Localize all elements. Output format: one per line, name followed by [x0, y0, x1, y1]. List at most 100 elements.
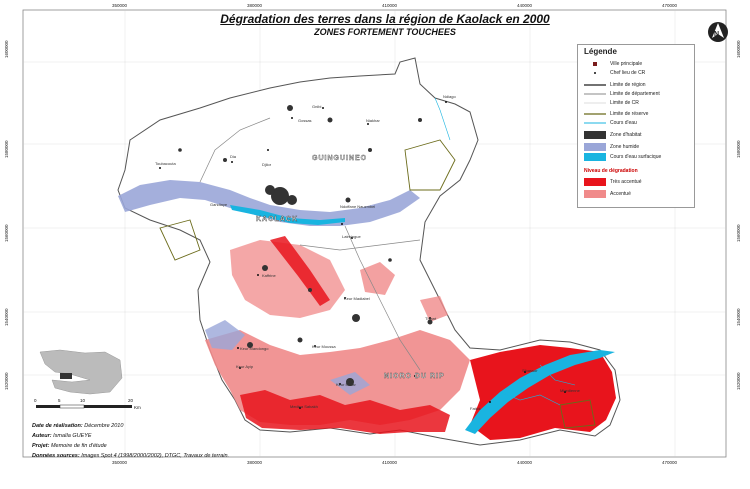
department-label-nioro: NIORO DU RIP — [384, 373, 445, 380]
town-label: Gnibi — [312, 104, 321, 109]
meta-date-value: Décembre 2010 — [84, 423, 124, 429]
legend-item: Zone humide — [610, 144, 640, 150]
x-tick-label: 470000 — [662, 460, 678, 465]
department-label-guinguineo: GUINGUINEO — [312, 155, 367, 162]
legend-symbol-very-severe — [584, 178, 606, 186]
meta-project-value: Memoire de fin d'étude — [50, 443, 107, 449]
meta-sources-label: Données sources: — [32, 453, 80, 459]
y-tick-label: 1540000 — [736, 308, 741, 326]
y-tick-label: 1580000 — [4, 140, 9, 158]
meta-author-value: Ismaïla GUEYE — [53, 433, 92, 439]
y-tick-label: 1600000 — [736, 40, 741, 58]
department-limits — [199, 117, 421, 371]
x-tick-label: 440000 — [517, 3, 533, 8]
scale-tick: 5 — [58, 398, 61, 403]
meta-date: Date de réalisation: Décembre 2010 — [32, 423, 123, 429]
y-tick-label: 1600000 — [4, 40, 9, 58]
wetland-saloum — [118, 180, 420, 226]
x-tick-label: 350000 — [112, 3, 128, 8]
legend-item: Zone d'habitat — [610, 132, 642, 138]
rivers — [434, 97, 576, 406]
map-border — [22, 9, 727, 458]
legend-item: Ville principale — [610, 61, 643, 67]
scale-tick: 0 — [34, 398, 37, 403]
legend-item: Très accentué — [610, 179, 642, 185]
legend-item: Cours d'eau — [610, 120, 637, 126]
meta-project-label: Projet: — [32, 443, 50, 449]
town-label: Keur Ayip — [236, 364, 254, 369]
degradation-very-severe-south — [240, 390, 450, 434]
y-tick-label: 1540000 — [4, 308, 9, 326]
x-tick-label: 380000 — [247, 460, 263, 465]
legend-symbol-cr-chief — [594, 72, 596, 74]
town-label: Keur Matar — [336, 382, 356, 387]
legend-symbol-reserve-limit — [584, 113, 606, 115]
legend-symbol-wetland — [584, 143, 606, 151]
scale-unit: Km — [134, 405, 141, 410]
x-tick-label: 440000 — [517, 460, 533, 465]
degradation-severe-patches — [360, 262, 448, 322]
legend: Légende Ville principale Chef lieu de CR… — [577, 44, 695, 208]
map-subtitle: ZONES FORTEMENT TOUCHEES — [314, 27, 456, 37]
legend-item: Limite de CR — [610, 100, 639, 106]
legend-item: Cours d'eau surfacique — [610, 154, 662, 160]
town-label: Gossas — [298, 118, 312, 123]
map-title: Dégradation des terres dans la région de… — [220, 12, 550, 26]
town-label: Djilor — [262, 162, 272, 167]
y-tick-label: 1520000 — [4, 372, 9, 390]
town-label: Toubacouta — [155, 161, 176, 166]
meta-sources: Données sources: Images Spot 4 (1998/200… — [32, 453, 229, 459]
town-label: Niakhar — [366, 118, 380, 123]
meta-author-label: Auteur: — [32, 433, 52, 439]
scale-tick: 20 — [128, 398, 134, 403]
town-label: Gandiaye — [210, 202, 228, 207]
water-gambia-river — [465, 350, 615, 434]
reserve-limits — [159, 139, 596, 429]
town-label: Mbedienne — [560, 388, 581, 393]
legend-item: Limite de région — [610, 82, 646, 88]
legend-symbol-severe — [584, 190, 606, 198]
scale-bar — [36, 404, 132, 409]
habitat-zones — [178, 105, 433, 386]
town-labels: Gnibi Gossas Niakhar Ndiago Dia Djilor T… — [155, 94, 581, 411]
water-saloum — [230, 205, 345, 225]
wetland-south — [205, 320, 370, 395]
degradation-very-severe-east — [470, 345, 616, 440]
legend-title: Légende — [584, 47, 617, 56]
town-label: Ndoffane Nauzmbel — [340, 204, 375, 209]
town-label: Dia — [230, 154, 237, 159]
inset-map-senegal — [39, 349, 123, 395]
town-label: Kaffrine — [262, 273, 276, 278]
x-tick-label: 380000 — [247, 3, 263, 8]
town-label: Keur Moussa — [312, 344, 336, 349]
x-tick-label: 410000 — [382, 3, 398, 8]
x-tick-label: 410000 — [382, 460, 398, 465]
town-label: Fatick — [470, 406, 481, 411]
town-label: Keur Mandongo — [240, 346, 269, 351]
town-label: Keur Madiabel — [344, 296, 370, 301]
legend-item: Chef lieu de CR — [610, 70, 646, 76]
cr-chief-towns — [159, 101, 566, 409]
legend-symbol-region-limit — [584, 84, 606, 86]
scale-tick: 10 — [80, 398, 86, 403]
department-label-kaolack: KAOLACK — [256, 216, 298, 223]
legend-item: Accentué — [610, 191, 631, 197]
meta-project: Projet: Memoire de fin d'étude — [32, 443, 107, 449]
legend-symbol-department-limit — [584, 93, 606, 95]
town-label: Latmingue — [342, 234, 361, 239]
y-tick-label: 1560000 — [4, 224, 9, 242]
north-arrow-icon: N — [708, 22, 728, 42]
x-tick-label: 350000 — [112, 460, 128, 465]
svg-text:N: N — [714, 31, 719, 38]
town-label: Ndiago — [443, 94, 456, 99]
legend-symbol-surface-water — [584, 153, 606, 161]
town-label: Medina Sabakh — [290, 404, 318, 409]
legend-item: Limite de réserve — [610, 111, 649, 117]
legend-symbol-habitat — [584, 131, 606, 139]
meta-author: Auteur: Ismaïla GUEYE — [32, 433, 92, 439]
legend-symbol-river — [584, 122, 606, 124]
degradation-very-severe-band — [270, 236, 330, 306]
y-tick-label: 1560000 — [736, 224, 741, 242]
